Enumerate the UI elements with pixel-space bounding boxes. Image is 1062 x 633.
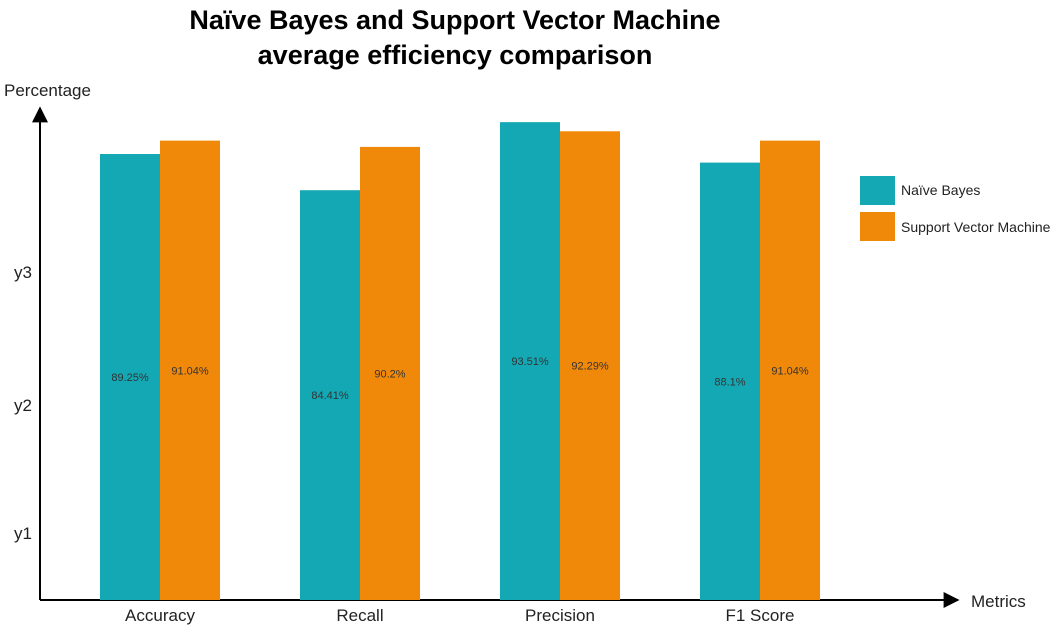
bar-labels-group: 89.25% 91.04% 84.41% 90.2% 93.51% 92.29% 88.1%…: [111, 356, 809, 402]
y-tick-label-y3: y3: [14, 263, 32, 282]
legend-label-naive-bayes: Naïve Bayes: [901, 182, 980, 198]
bar-value-label-na-ve-bayes-recall: 84.41%: [311, 390, 349, 402]
bar-support-vector-machine-f1-score: [760, 140, 820, 601]
bar-support-vector-machine-precision: [560, 131, 620, 600]
bar-na-ve-bayes-precision: [500, 122, 560, 600]
x-tick-label-accuracy: Accuracy: [125, 606, 195, 625]
bar-value-label-na-ve-bayes-precision: 93.51%: [511, 356, 549, 368]
chart-title-line-1: Naïve Bayes and Support Vector Machine: [189, 5, 720, 35]
bar-na-ve-bayes-recall: [300, 190, 360, 600]
bar-na-ve-bayes-accuracy: [100, 154, 160, 600]
bar-value-label-na-ve-bayes-f1-score: 88.1%: [714, 376, 745, 388]
x-tick-label-recall: Recall: [336, 606, 383, 625]
legend-swatch-support-vector-machine: [860, 212, 895, 241]
x-axis-label: Metrics: [971, 592, 1026, 611]
legend-swatch-naive-bayes: [860, 176, 895, 205]
category-labels-group: Accuracy Recall Precision F1 Score: [125, 606, 794, 625]
legend-label-support-vector-machine: Support Vector Machine: [901, 219, 1051, 235]
legend: Naïve Bayes Support Vector Machine: [860, 176, 1051, 241]
bar-value-label-support-vector-machine-precision: 92.29%: [571, 361, 609, 373]
y-tick-label-y2: y2: [14, 396, 32, 415]
bar-na-ve-bayes-f1-score: [700, 162, 760, 600]
bar-value-label-support-vector-machine-accuracy: 91.04%: [171, 365, 209, 377]
bar-support-vector-machine-recall: [360, 146, 420, 601]
x-tick-label-f1-score: F1 Score: [726, 606, 795, 625]
bar-support-vector-machine-accuracy: [160, 140, 220, 601]
y-axis-label: Percentage: [4, 81, 91, 100]
x-tick-label-precision: Precision: [525, 606, 595, 625]
y-tick-label-y1: y1: [14, 524, 32, 543]
bar-value-label-support-vector-machine-recall: 90.2%: [374, 368, 405, 380]
bar-value-label-na-ve-bayes-accuracy: 89.25%: [111, 372, 149, 384]
chart-title-line-2: average efficiency comparison: [258, 40, 653, 70]
bars-group: [100, 122, 820, 601]
bar-value-label-support-vector-machine-f1-score: 91.04%: [771, 365, 809, 377]
